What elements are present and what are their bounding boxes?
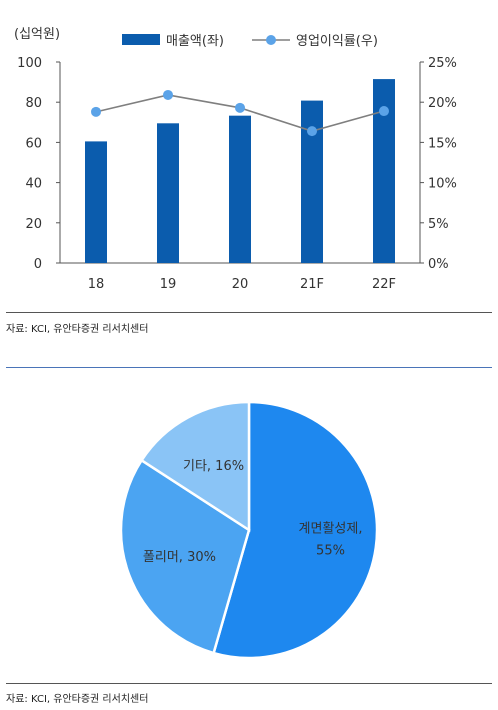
x-tick-label: 18 (88, 277, 105, 292)
y-tick-label: 20 (25, 217, 42, 232)
pie-slice-label: 폴리머, 30% (143, 550, 216, 565)
y-tick-label: 0 (34, 257, 42, 272)
y2-tick-label: 25% (428, 56, 457, 71)
y2-tick-label: 20% (428, 96, 457, 111)
pie-slice-label: 계면활성제, (299, 521, 363, 536)
divider-1 (6, 312, 492, 313)
revenue-bar (301, 100, 323, 263)
margin-point (307, 126, 317, 137)
legend-revenue-swatch (122, 34, 160, 45)
margin-point (235, 102, 245, 113)
revenue-margin-chart: 0 20 40 60 80 100 0% 5% 10% 15% 20% 25% 18 19 20 21F 22F… (14, 27, 457, 292)
y-tick-label: 60 (25, 136, 42, 151)
margin-point (91, 106, 101, 117)
x-tick-label: 21F (300, 277, 324, 292)
margin-point (379, 106, 389, 117)
legend-revenue-label: 매출액(좌) (166, 34, 224, 49)
pie-slice-value: 55% (316, 543, 345, 558)
pie-slice (119, 458, 251, 655)
product-mix-pie-chart: 계면활성제, 55% 폴리머, 30% 기타, 16% (119, 400, 379, 660)
y-tick-label: 80 (25, 96, 42, 111)
revenue-bar (85, 141, 107, 263)
y-tick-label: 40 (25, 177, 42, 192)
x-tick-label: 19 (160, 277, 177, 292)
y-tick-label: 100 (17, 56, 42, 71)
source-note-2: 자료: KCI, 유안타증권 리서치센터 (6, 694, 149, 705)
margin-point (163, 89, 173, 100)
legend-margin-label: 영업이익률(우) (296, 34, 378, 49)
y2-tick-label: 10% (428, 177, 457, 192)
x-tick-label: 20 (232, 277, 249, 292)
pie-slice-label: 기타, 16% (183, 459, 244, 474)
divider-3 (6, 683, 492, 684)
y2-tick-label: 15% (428, 136, 457, 151)
y2-tick-label: 0% (428, 257, 449, 272)
legend-margin-marker (266, 35, 276, 45)
pie-slice (212, 400, 379, 660)
revenue-bar (157, 123, 179, 264)
y2-tick-label: 5% (428, 217, 449, 232)
revenue-bar (229, 115, 251, 264)
pie-slice (139, 400, 251, 533)
y-unit-label: (십억원) (14, 27, 60, 42)
divider-2 (6, 367, 492, 368)
revenue-bar (373, 79, 395, 264)
x-tick-label: 22F (372, 277, 396, 292)
source-note-1: 자료: KCI, 유안타증권 리서치센터 (6, 324, 149, 335)
